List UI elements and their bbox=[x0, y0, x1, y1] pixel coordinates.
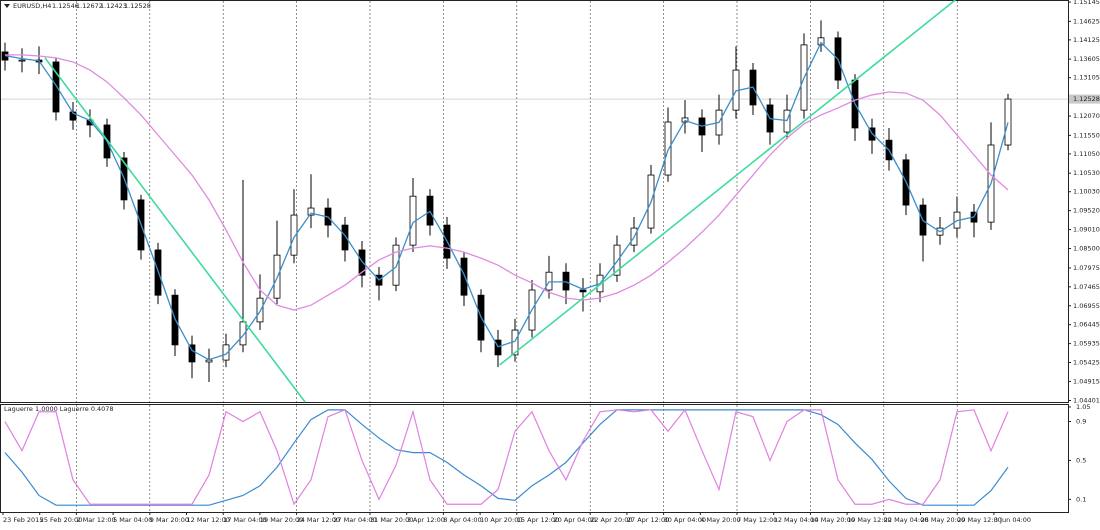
x-tick-label: 17 Mar 04:00 bbox=[223, 516, 266, 524]
y-tick-label: 1.09010 bbox=[1073, 226, 1100, 234]
candle-body bbox=[341, 224, 349, 251]
y-tick-label: 1.13105 bbox=[1073, 74, 1100, 82]
x-tick-label: 22 May 04:00 bbox=[884, 516, 929, 524]
last-price-box bbox=[1069, 94, 1100, 104]
header-value: 1.12528 bbox=[124, 2, 151, 10]
x-tick-label: 19 May 12:00 bbox=[847, 516, 892, 524]
y-tick-label: 1.06445 bbox=[1073, 321, 1100, 329]
x-tick-label: 12 May 04:00 bbox=[774, 516, 819, 524]
y-tick-label: 1.14125 bbox=[1073, 36, 1100, 44]
indicator-panel bbox=[0, 404, 1069, 513]
indicator-label: Laguerre 1.0000 Laguerre 0.4078 bbox=[4, 405, 114, 413]
indicator-y-tick-label: 0.5 bbox=[1076, 456, 1086, 464]
candle-body bbox=[358, 249, 366, 276]
x-tick-label: 7 May 12:00 bbox=[737, 516, 777, 524]
candle-body bbox=[222, 344, 230, 361]
x-tick-label: 8 Apr 04:00 bbox=[443, 516, 481, 524]
candle-body bbox=[460, 257, 468, 296]
indicator-y-tick-label: 0.1 bbox=[1076, 495, 1086, 503]
indicator-line bbox=[4, 409, 1009, 506]
y-tick-label: 1.10530 bbox=[1073, 169, 1100, 177]
candle-body bbox=[579, 289, 587, 293]
candle-body bbox=[817, 37, 825, 46]
indicator-y-tick-label: 1.05 bbox=[1076, 403, 1090, 411]
y-tick-label: 1.11550 bbox=[1073, 131, 1100, 139]
time-grid bbox=[76, 1, 958, 512]
y-tick-label: 1.13605 bbox=[1073, 55, 1100, 63]
header-value: 1.12546 bbox=[52, 2, 79, 10]
y-tick-label: 1.14625 bbox=[1073, 17, 1100, 25]
y-tick-label: 1.10030 bbox=[1073, 188, 1100, 196]
y-tick-label: 1.04915 bbox=[1073, 377, 1100, 385]
candle-body bbox=[1004, 98, 1012, 146]
x-tick-label: 9 Mar 20:00 bbox=[150, 516, 189, 524]
candle-body bbox=[188, 344, 196, 363]
y-tick-label: 1.05425 bbox=[1073, 359, 1100, 367]
indicator-plot bbox=[4, 408, 1009, 506]
trend-line bbox=[499, 0, 956, 366]
x-tick-label: 10 Apr 20:00 bbox=[480, 516, 522, 524]
x-tick-label: 24 Mar 12:00 bbox=[297, 516, 340, 524]
candle-body bbox=[239, 321, 247, 346]
x-tick-label: 3 Jun 04:00 bbox=[994, 516, 1031, 524]
x-tick-label: 4 May 20:00 bbox=[700, 516, 740, 524]
y-tick-label: 1.09520 bbox=[1073, 207, 1100, 215]
chart-title: EURUSD,H4 bbox=[13, 2, 51, 10]
candle-body bbox=[256, 297, 264, 323]
x-tick-label: 14 May 20:00 bbox=[810, 516, 855, 524]
y-tick-label: 1.07465 bbox=[1073, 283, 1100, 291]
x-tick-label: 27 Mar 04:00 bbox=[333, 516, 376, 524]
x-tick-label: 3 Apr 12:00 bbox=[407, 516, 445, 524]
menu-arrow[interactable] bbox=[4, 4, 10, 8]
candle-body bbox=[613, 244, 621, 276]
last-price-label: 1.12528 bbox=[1073, 95, 1100, 103]
y-tick-label: 1.07975 bbox=[1073, 264, 1100, 272]
candle-body bbox=[562, 271, 570, 291]
x-tick-label: 26 May 20:00 bbox=[921, 516, 966, 524]
candle-body bbox=[494, 339, 502, 356]
price-panel bbox=[0, 0, 1069, 403]
y-tick-label: 1.04401 bbox=[1073, 396, 1100, 404]
x-tick-label: 19 Mar 20:00 bbox=[260, 516, 303, 524]
header-value: 1.12423 bbox=[100, 2, 127, 10]
x-tick-label: 27 Apr 12:00 bbox=[627, 516, 669, 524]
moving-average bbox=[4, 41, 1009, 361]
x-tick-label: 30 Apr 04:00 bbox=[664, 516, 706, 524]
x-tick-label: 29 May 12:00 bbox=[957, 516, 1002, 524]
trend-line bbox=[44, 57, 306, 403]
x-tick-label: 23 Feb 2015 bbox=[3, 516, 43, 524]
candle-body bbox=[18, 59, 26, 62]
x-tick-label: 5 Mar 04:00 bbox=[113, 516, 152, 524]
y-tick-label: 1.06955 bbox=[1073, 302, 1100, 310]
y-tick-label: 1.12070 bbox=[1073, 112, 1100, 120]
candle-body bbox=[664, 121, 672, 176]
header-value: 1.12672 bbox=[76, 2, 103, 10]
moving-average bbox=[5, 54, 1009, 311]
y-tick-label: 1.11050 bbox=[1073, 150, 1100, 158]
x-tick-label: 15 Apr 12:00 bbox=[517, 516, 559, 524]
x-tick-label: 31 Mar 20:00 bbox=[370, 516, 413, 524]
indicator-y-tick-label: 0.9 bbox=[1076, 418, 1086, 426]
candle-body bbox=[52, 61, 60, 113]
y-tick-label: 1.15145 bbox=[1073, 0, 1100, 6]
x-tick-label: 20 Apr 04:00 bbox=[554, 516, 596, 524]
indicator-line bbox=[4, 408, 1009, 506]
y-tick-label: 1.08500 bbox=[1073, 244, 1100, 252]
x-tick-label: 25 Feb 20:00 bbox=[40, 516, 83, 524]
candle-body bbox=[290, 214, 298, 256]
candle-body bbox=[545, 271, 553, 291]
x-tick-label: 12 Mar 12:00 bbox=[187, 516, 230, 524]
candle-body bbox=[392, 244, 400, 286]
candle-body bbox=[307, 207, 315, 216]
price-plot bbox=[1, 0, 1068, 403]
x-tick-label: 22 Apr 20:00 bbox=[590, 516, 632, 524]
x-tick-label: 2 Mar 12:00 bbox=[76, 516, 115, 524]
y-tick-label: 1.05935 bbox=[1073, 340, 1100, 348]
